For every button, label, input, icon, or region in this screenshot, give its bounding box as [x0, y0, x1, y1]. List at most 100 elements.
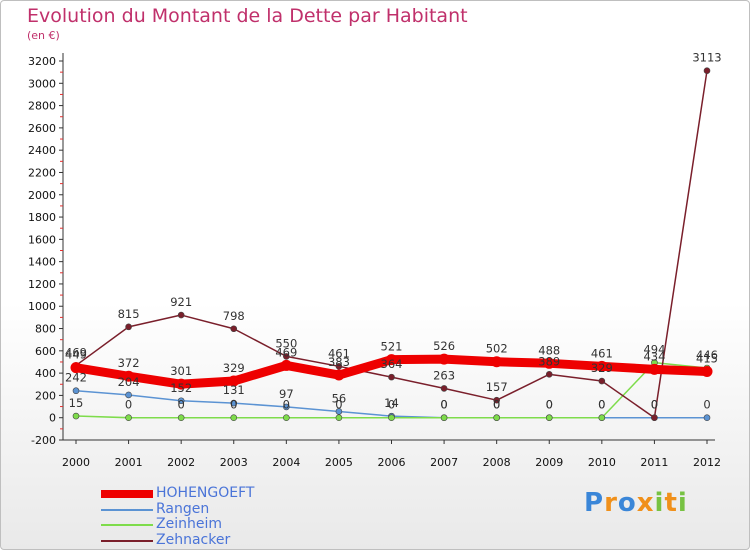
- y-tick-label: 3000: [28, 77, 56, 90]
- data-label-zehnacker: 461: [328, 346, 350, 360]
- data-label-rangen: 0: [493, 398, 500, 412]
- logo-letter: r: [604, 488, 618, 518]
- data-label-zeinheim: 0: [546, 398, 553, 412]
- data-point-zeinheim: [177, 414, 185, 422]
- logo-letter: x: [636, 488, 655, 518]
- data-label-hohengoeft: 526: [433, 339, 455, 353]
- data-point-hohengoeft: [596, 360, 608, 372]
- data-point-zehnacker: [703, 67, 711, 74]
- data-label-hohengoeft: 372: [118, 356, 140, 370]
- data-point-zeinheim: [440, 414, 448, 422]
- data-label-hohengoeft: 329: [223, 361, 245, 375]
- data-label-rangen: 131: [223, 383, 245, 397]
- data-label-zeinheim: 0: [388, 398, 395, 412]
- data-point-zeinheim: [598, 414, 606, 422]
- data-label-rangen: 152: [170, 381, 192, 395]
- data-label-rangen: 0: [651, 398, 658, 412]
- data-point-rangen: [283, 403, 290, 411]
- x-tick-label: 2006: [378, 456, 406, 469]
- data-label-zeinheim: 0: [125, 398, 132, 412]
- data-point-hohengoeft: [70, 362, 82, 374]
- data-label-rangen: 0: [703, 398, 710, 412]
- data-point-zehnacker: [230, 325, 238, 333]
- y-tick-label: 1600: [28, 233, 56, 246]
- data-label-zeinheim: 0: [230, 398, 237, 412]
- data-label-zehnacker: 798: [223, 309, 245, 323]
- data-point-hohengoeft: [543, 357, 555, 369]
- logo-letter: i: [654, 488, 665, 518]
- data-label-hohengoeft: 502: [486, 342, 508, 356]
- data-label-hohengoeft: 415: [696, 351, 718, 365]
- y-tick-label: 2600: [28, 122, 56, 135]
- data-label-rangen: 56: [332, 391, 347, 405]
- data-point-rangen: [72, 387, 80, 395]
- data-label-zehnacker: 550: [275, 336, 297, 350]
- data-point-zehnacker: [335, 363, 343, 370]
- data-point-hohengoeft: [175, 378, 187, 390]
- data-label-hohengoeft: 488: [538, 343, 560, 357]
- chart-subtitle: (en €): [27, 29, 60, 42]
- data-label-zeinheim: 0: [335, 398, 342, 412]
- x-tick-label: 2007: [430, 456, 458, 469]
- data-point-rangen: [125, 391, 132, 399]
- data-point-hohengoeft: [333, 369, 345, 381]
- data-point-rangen: [703, 414, 711, 422]
- y-tick-label: 400: [35, 367, 56, 380]
- data-label-zeinheim: 494: [643, 343, 665, 357]
- data-label-rangen: 14: [384, 396, 399, 410]
- y-tick-label: 2200: [28, 166, 56, 179]
- data-point-hohengoeft: [280, 359, 292, 371]
- y-tick-label: 3200: [28, 55, 56, 68]
- data-point-zehnacker: [388, 373, 395, 381]
- data-label-zehnacker: 364: [381, 357, 403, 371]
- data-point-hohengoeft: [491, 356, 503, 368]
- data-point-zehnacker: [125, 323, 132, 331]
- data-label-zeinheim: 0: [283, 398, 290, 412]
- y-tick-label: 600: [35, 345, 56, 358]
- data-label-zehnacker: 0: [651, 398, 658, 412]
- data-label-zeinheim: 446: [696, 348, 718, 362]
- x-tick-label: 2001: [115, 456, 143, 469]
- data-label-zeinheim: 0: [440, 398, 447, 412]
- logo-letter: t: [664, 488, 678, 518]
- data-point-zeinheim: [335, 414, 343, 422]
- logo-letter: P: [584, 488, 605, 518]
- data-point-rangen: [230, 399, 238, 407]
- data-label-zeinheim: 0: [598, 398, 605, 412]
- y-tick-label: 1200: [28, 278, 56, 291]
- data-point-zehnacker: [598, 377, 606, 385]
- y-tick-label: 2800: [28, 100, 56, 113]
- x-tick-label: 2003: [220, 456, 248, 469]
- data-point-hohengoeft: [123, 370, 135, 382]
- x-tick-label: 2008: [483, 456, 511, 469]
- chart-title: Evolution du Montant de la Dette par Hab…: [27, 5, 468, 27]
- y-tick-label: 1800: [28, 211, 56, 224]
- data-label-hohengoeft: 461: [591, 346, 613, 360]
- x-tick-label: 2009: [535, 456, 563, 469]
- data-point-zeinheim: [125, 414, 132, 422]
- data-label-hohengoeft: 469: [275, 345, 297, 359]
- data-point-zeinheim: [283, 414, 290, 422]
- data-label-zeinheim: 15: [69, 396, 84, 410]
- data-label-rangen: 242: [65, 371, 87, 385]
- proxiti-logo: Proxiti: [584, 488, 688, 518]
- data-label-zehnacker: 921: [170, 295, 192, 309]
- data-point-rangen: [177, 397, 185, 405]
- data-label-rangen: 0: [546, 398, 553, 412]
- x-tick-label: 2010: [588, 456, 616, 469]
- data-label-rangen: 0: [598, 398, 605, 412]
- data-point-hohengoeft: [386, 354, 397, 366]
- data-point-zehnacker: [545, 371, 553, 378]
- data-point-hohengoeft: [648, 363, 660, 375]
- y-tick-label: 2400: [28, 144, 56, 157]
- data-label-rangen: 0: [440, 398, 447, 412]
- data-label-zehnacker: 389: [538, 354, 560, 368]
- x-tick-label: 2005: [325, 456, 353, 469]
- legend-swatch: [101, 524, 153, 526]
- data-point-zeinheim: [545, 414, 553, 422]
- data-point-zeinheim: [72, 412, 80, 420]
- data-label-zehnacker: 329: [591, 361, 613, 375]
- logo-letter: o: [617, 488, 637, 518]
